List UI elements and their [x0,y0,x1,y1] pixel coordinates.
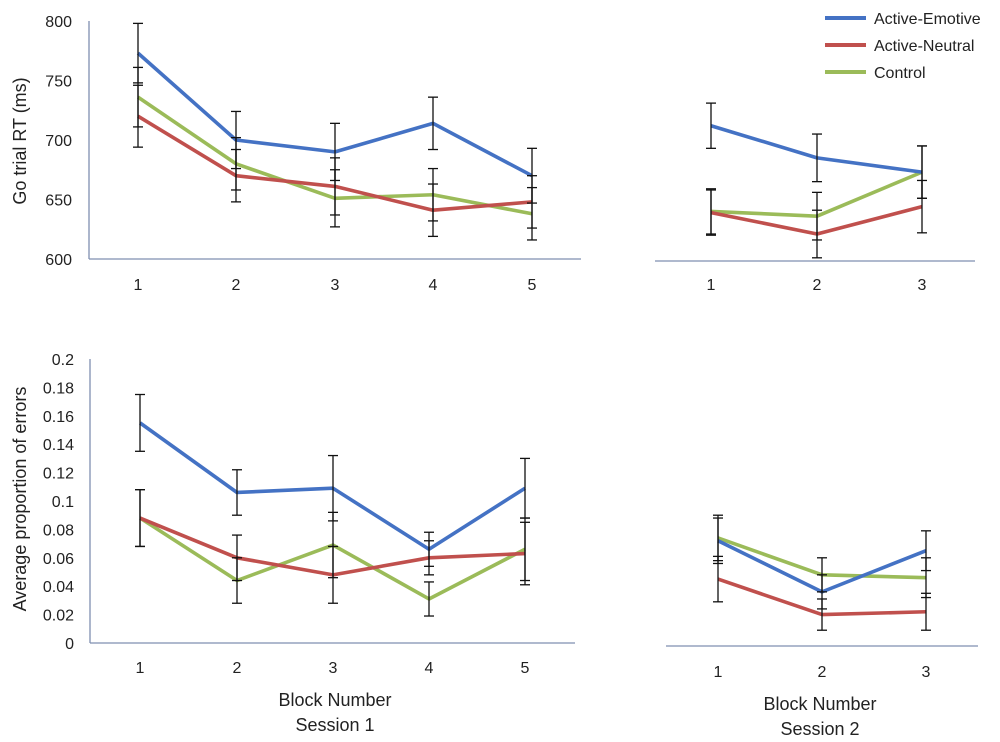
legend-label-active-emotive: Active-Emotive [874,11,981,28]
rt-session1-panel: 600 650 700 750 800 1 2 3 4 5 [45,14,581,294]
x-tick-label: 1 [134,277,143,294]
control-error-bar [133,66,143,128]
errors-y-axis-label: Average proportion of errors [10,387,30,612]
x-tick-label: 4 [429,277,438,294]
y-tick-label: 0.2 [52,352,74,369]
y-tick-label: 0.14 [43,437,74,454]
x-tick-label: 3 [922,664,931,681]
active-neutral-error-bar [817,598,827,631]
y-tick-label: 650 [45,193,72,210]
active-emotive-error-bar [812,133,822,183]
x-tick-label: 1 [136,660,145,677]
x-tick-label: 2 [813,277,822,294]
y-tick-label: 0.18 [43,380,74,397]
y-tick-label: 0 [65,636,74,653]
session1-x-axis-label: Block Number [278,690,391,710]
active-neutral-error-bar [424,540,434,576]
control-error-bar [812,191,822,241]
control-error-bar [424,581,434,617]
control-error-bar [135,488,145,548]
session2-x-axis-label: Block Number [763,694,876,714]
active-emotive-error-bar [232,469,242,516]
active-emotive-error-bar [135,393,145,452]
y-tick-label: 0.12 [43,466,74,483]
y-tick-label: 0.16 [43,409,74,426]
x-tick-label: 5 [521,660,530,677]
control-error-bar [428,167,438,222]
control-error-bar [921,557,931,599]
y-tick-label: 0.06 [43,551,74,568]
x-tick-label: 3 [918,277,927,294]
y-tick-label: 0.04 [43,579,74,596]
x-tick-label: 1 [714,664,723,681]
legend-label-control: Control [874,65,926,82]
control-error-bar [330,169,340,228]
control-error-bar [817,557,827,593]
x-tick-label: 5 [528,277,537,294]
y-tick-label: 750 [45,74,72,91]
x-tick-label: 4 [425,660,434,677]
y-tick-label: 700 [45,133,72,150]
control-error-bar [328,511,338,579]
errors-session1-panel: 0 0.02 0.04 0.06 0.08 0.1 0.12 0.14 0.16 0.18 0.2 1… [43,352,575,677]
legend-label-active-neutral: Active-Neutral [874,38,974,55]
session1-sublabel: Session 1 [295,715,374,735]
control-error-bar [231,136,241,191]
active-emotive-error-bar [520,457,530,519]
x-tick-label: 2 [232,277,241,294]
rt-y-axis-label: Go trial RT (ms) [10,77,30,204]
y-tick-label: 0.02 [43,608,74,625]
x-tick-label: 2 [818,664,827,681]
errors-session2-panel: 1 2 3 [666,514,978,681]
control-error-bar [917,145,927,199]
x-tick-label: 3 [331,277,340,294]
control-error-bar [713,514,723,562]
control-error-bar [527,186,537,241]
y-tick-label: 800 [45,14,72,31]
x-tick-label: 2 [233,660,242,677]
control-error-bar [520,517,530,582]
control-error-bar [706,188,716,235]
rt-session2-panel: 1 2 3 [655,102,975,294]
control-error-bar [232,557,242,604]
y-tick-label: 0.1 [52,494,74,511]
y-tick-label: 600 [45,252,72,269]
x-tick-label: 3 [329,660,338,677]
session2-sublabel: Session 2 [780,719,859,739]
active-emotive-error-bar [428,96,438,151]
legend: Active-Emotive Active-Neutral Control [825,11,981,82]
active-emotive-error-bar [706,102,716,149]
y-tick-label: 0.08 [43,522,74,539]
x-tick-label: 1 [707,277,716,294]
